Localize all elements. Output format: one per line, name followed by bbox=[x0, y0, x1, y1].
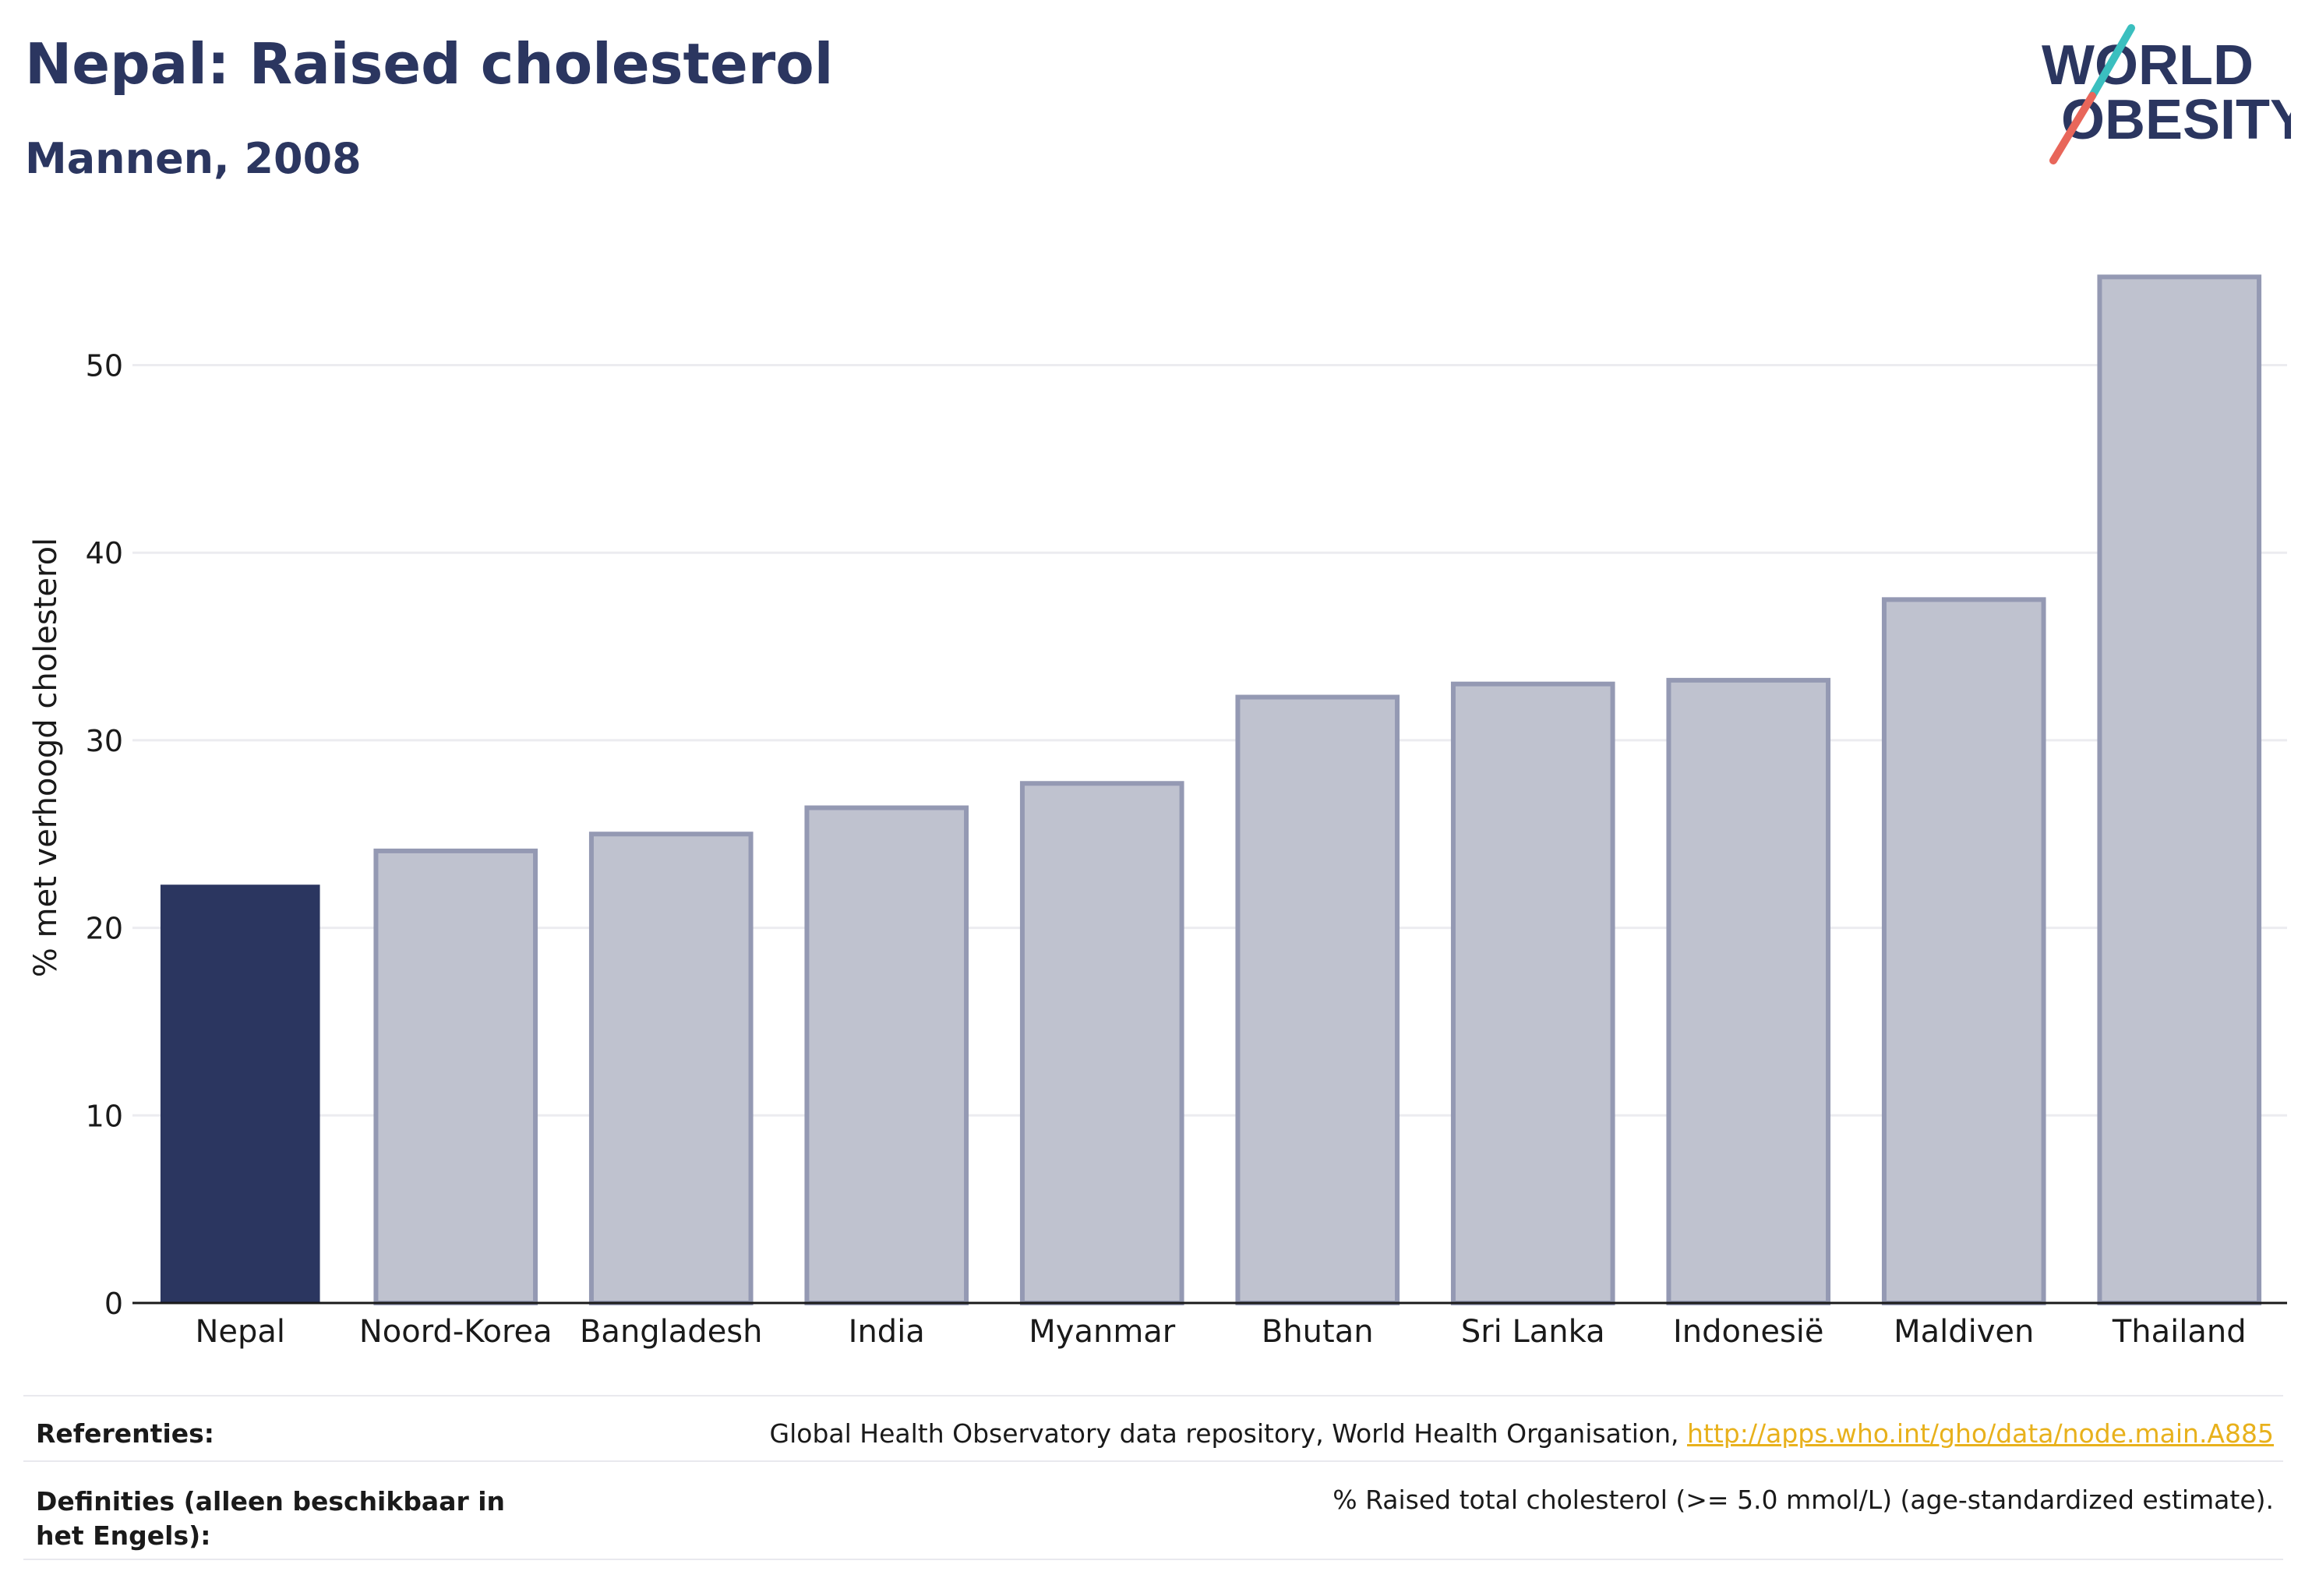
world-obesity-logo: WORLD OBESITY bbox=[2042, 24, 2291, 164]
x-tick-label: Indonesië bbox=[1673, 1314, 1824, 1350]
y-axis-ticks: 0 10 20 30 40 50 bbox=[86, 348, 123, 1321]
footer-divider-bottom bbox=[23, 1559, 2283, 1560]
x-tick-label: Bhutan bbox=[1262, 1314, 1374, 1350]
bar-maldiven bbox=[1881, 597, 2046, 1305]
x-tick-label: Thailand bbox=[2112, 1314, 2247, 1350]
references-link[interactable]: http://apps.who.int/gho/data/node.main.A… bbox=[1686, 1418, 2274, 1449]
y-tick-label: 0 bbox=[104, 1287, 123, 1321]
bar-sri-lanka bbox=[1450, 681, 1615, 1305]
bar-bangladesh bbox=[588, 832, 754, 1305]
logo-slash-top bbox=[2088, 24, 2135, 100]
logo-slash-bottom bbox=[2049, 92, 2096, 164]
x-tick-label: Nepal bbox=[195, 1314, 285, 1350]
x-tick-label: Sri Lanka bbox=[1461, 1314, 1605, 1350]
x-tick-label: Noord-Korea bbox=[359, 1314, 552, 1350]
bar-myanmar bbox=[1019, 781, 1184, 1305]
bars bbox=[160, 274, 2262, 1306]
x-tick-label: Maldiven bbox=[1894, 1314, 2034, 1350]
definitions-label: Definities (alleen beschikbaar in het En… bbox=[36, 1486, 506, 1551]
bar-indonesi- bbox=[1666, 677, 1831, 1305]
footer-divider-middle bbox=[23, 1460, 2283, 1462]
x-tick-label: India bbox=[849, 1314, 925, 1350]
x-axis-ticks: Nepal Noord-Korea Bangladesh India Myanmar Bh… bbox=[195, 1314, 2246, 1350]
bar-india bbox=[804, 805, 969, 1305]
definitions-text: % Raised total cholesterol (>= 5.0 mmol/… bbox=[1333, 1485, 2274, 1515]
y-tick-label: 30 bbox=[86, 724, 123, 758]
y-tick-label: 40 bbox=[86, 536, 123, 570]
x-tick-label: Bangladesh bbox=[580, 1314, 763, 1350]
y-tick-label: 50 bbox=[86, 348, 123, 383]
x-tick-label: Myanmar bbox=[1029, 1314, 1176, 1350]
bar-thailand bbox=[2097, 274, 2262, 1305]
bar-chart: 0 10 20 30 40 50 Nepal Noord-Korea Bangladesh In… bbox=[28, 274, 2287, 1350]
chart-title: Nepal: Raised cholesterol bbox=[25, 31, 834, 97]
logo-text-line1: WORLD bbox=[2042, 34, 2254, 97]
y-axis-label: % met verhoogd cholesterol bbox=[28, 538, 64, 977]
references-text: Global Health Observatory data repositor… bbox=[770, 1418, 2274, 1449]
y-tick-label: 20 bbox=[86, 912, 123, 946]
bar-bhutan bbox=[1235, 694, 1400, 1305]
references-source: Global Health Observatory data repositor… bbox=[769, 1418, 1687, 1449]
bar-noord-korea bbox=[373, 848, 538, 1306]
footer-divider-top bbox=[23, 1395, 2283, 1396]
references-label: Referenties: bbox=[36, 1418, 214, 1449]
bar-nepal bbox=[160, 885, 320, 1303]
chart-subtitle: Mannen, 2008 bbox=[25, 134, 362, 183]
y-tick-label: 10 bbox=[86, 1099, 123, 1133]
logo-text-line2: OBESITY bbox=[2061, 89, 2291, 151]
